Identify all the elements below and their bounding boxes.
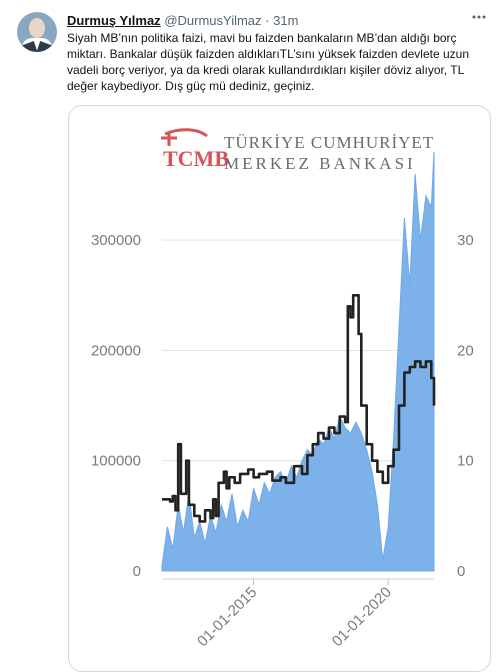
tcmb-logo: TCMB TÜRKİYE CUMHURİYET MERKEZ BANKASI — [161, 128, 434, 173]
series-line — [162, 294, 436, 523]
right-tick-label: 0 — [457, 563, 465, 580]
series-area — [161, 151, 435, 572]
left-tick-label: 0 — [133, 563, 141, 580]
left-axis: 0 100000 200000 300000 — [91, 232, 141, 580]
right-tick-label: 20 — [457, 342, 474, 359]
right-tick-label: 10 — [457, 453, 474, 470]
left-tick-label: 300000 — [91, 232, 141, 249]
chart: TCMB TÜRKİYE CUMHURİYET MERKEZ BANKASI 0… — [91, 128, 474, 650]
tweet-text: Siyah MB’nın politika faizi, mavi bu fai… — [67, 31, 469, 93]
right-axis: 0 10 20 30 — [457, 232, 474, 580]
avatar[interactable] — [17, 12, 57, 52]
more-dots-glyph — [472, 15, 486, 19]
separator-dot: · — [265, 13, 270, 28]
author-handle[interactable]: @DurmusYilmaz — [164, 13, 262, 28]
x-tick-label: 01-01-2015 — [194, 584, 260, 650]
author-name[interactable]: Durmuş Yılmaz — [67, 13, 161, 28]
right-tick-label: 30 — [457, 232, 474, 249]
left-tick-label: 200000 — [91, 342, 141, 359]
logo-mark-text: TCMB — [163, 146, 229, 171]
left-tick-label: 100000 — [91, 453, 141, 470]
logo-line2: MERKEZ BANKASI — [224, 154, 416, 173]
tcmb-logo-mark: TCMB — [161, 128, 229, 171]
x-tick-label: 01-01-2020 — [329, 584, 395, 650]
tweet-timestamp[interactable]: 31m — [273, 13, 299, 28]
tweet-image[interactable]: TCMB TÜRKİYE CUMHURİYET MERKEZ BANKASI 0… — [68, 105, 491, 672]
avatar-face — [29, 18, 45, 38]
x-axis: 01-01-2015 01-01-2020 — [194, 579, 395, 650]
more-icon[interactable] — [471, 9, 487, 30]
tweet-header: Durmuş Yılmaz @DurmusYilmaz · 31m — [67, 13, 298, 29]
logo-line1: TÜRKİYE CUMHURİYET — [224, 133, 434, 152]
series-layer — [161, 151, 436, 572]
